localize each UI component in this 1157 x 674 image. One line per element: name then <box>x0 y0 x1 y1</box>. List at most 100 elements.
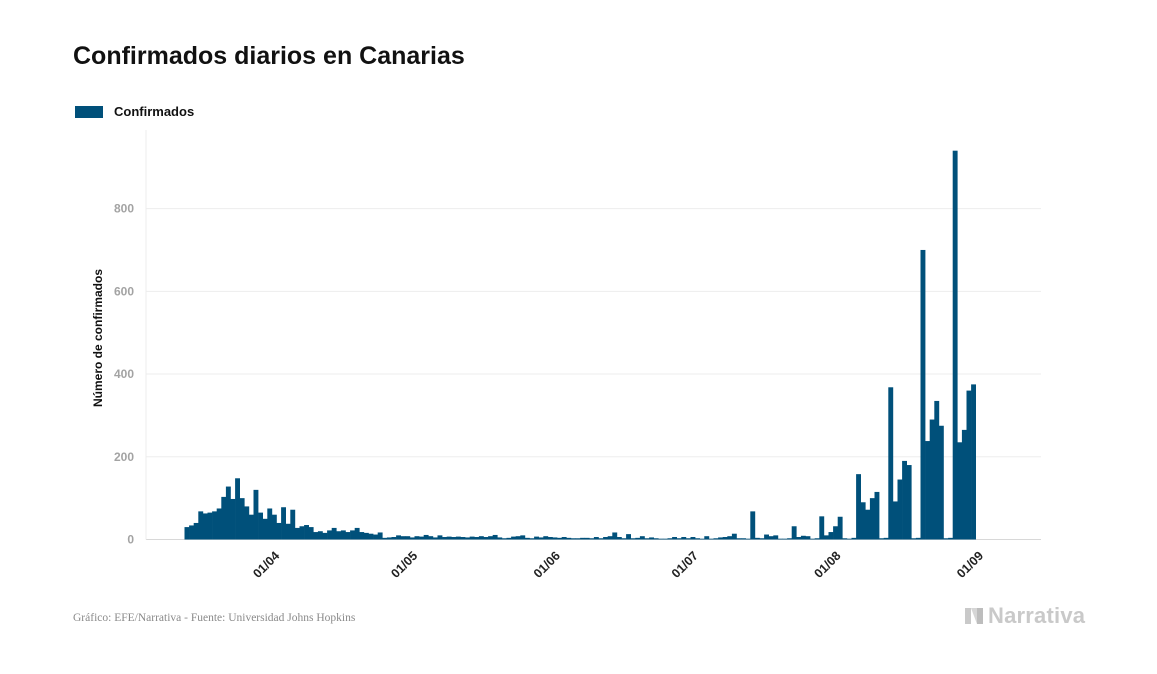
bar <box>897 479 903 540</box>
bar <box>722 537 728 540</box>
bar <box>800 535 806 540</box>
bar <box>653 538 659 540</box>
bar <box>575 538 581 540</box>
bar <box>699 538 705 540</box>
bar <box>607 536 613 540</box>
bar <box>460 537 466 540</box>
bar <box>216 508 222 540</box>
y-axis: 0 200 400 600 800 <box>114 130 147 547</box>
bar <box>455 536 461 540</box>
bar <box>888 387 894 540</box>
bar <box>828 532 834 540</box>
bar <box>961 429 967 540</box>
bar <box>865 509 871 540</box>
bar <box>846 538 852 540</box>
bar <box>938 425 944 540</box>
bar <box>428 536 434 540</box>
bar <box>488 536 493 540</box>
bar <box>856 474 861 540</box>
bar <box>593 537 599 540</box>
bar <box>193 522 199 540</box>
bar <box>810 538 815 540</box>
bar <box>386 537 392 540</box>
bar <box>354 527 360 540</box>
bar <box>437 535 443 540</box>
bar <box>492 534 498 540</box>
bar <box>313 532 319 540</box>
bar <box>612 532 618 540</box>
bar <box>948 537 953 540</box>
y-tick-label: 400 <box>114 367 134 381</box>
bar <box>373 534 378 540</box>
bar <box>925 441 930 540</box>
bar <box>336 531 342 540</box>
bar <box>405 536 411 540</box>
bar <box>515 536 521 540</box>
bar <box>971 384 976 540</box>
bar <box>212 511 217 540</box>
bar <box>626 534 631 540</box>
bar <box>837 516 843 540</box>
bar <box>635 537 641 540</box>
bar <box>419 536 424 540</box>
bar <box>267 508 273 540</box>
bar <box>511 536 516 540</box>
bar <box>796 537 802 540</box>
bar <box>396 535 401 540</box>
bar <box>662 538 668 540</box>
bar <box>842 538 848 540</box>
bar <box>497 537 503 540</box>
bar <box>639 536 645 540</box>
bar <box>442 537 447 540</box>
narrativa-logo-icon <box>965 608 983 624</box>
bar <box>667 538 673 540</box>
bar <box>676 538 682 540</box>
bar <box>400 536 406 540</box>
bar <box>690 537 696 540</box>
bar <box>557 537 562 540</box>
bar <box>262 518 268 540</box>
bar <box>299 526 305 540</box>
bar <box>391 537 397 540</box>
bar <box>317 531 323 540</box>
x-tick-label: 01/07 <box>669 549 701 581</box>
bar <box>915 537 921 540</box>
bar <box>892 501 898 540</box>
bar <box>708 538 714 540</box>
bar <box>727 536 733 540</box>
bar <box>906 465 912 540</box>
y-tick-label: 0 <box>127 533 134 547</box>
y-tick-label: 600 <box>114 284 134 298</box>
x-axis: 01/04 01/05 01/06 01/07 01/08 01/09 <box>250 549 986 581</box>
source-note: Gráfico: EFE/Narrativa - Fuente: Univers… <box>73 612 356 624</box>
bar <box>704 536 710 540</box>
bar <box>230 498 236 540</box>
bar <box>350 530 355 540</box>
bar <box>966 390 972 540</box>
x-tick-label: 01/05 <box>388 549 420 581</box>
bar <box>860 502 866 540</box>
bar <box>580 537 585 540</box>
x-tick-label: 01/04 <box>250 549 282 581</box>
bar <box>750 511 756 540</box>
bar <box>782 538 788 540</box>
bar <box>603 537 608 540</box>
brand-logo: Narrativa <box>963 603 1085 629</box>
bar <box>745 538 751 540</box>
bar <box>331 527 337 540</box>
bar <box>359 532 365 540</box>
bar <box>285 523 291 540</box>
bar <box>736 538 742 540</box>
bar <box>695 538 700 540</box>
bar <box>791 526 797 540</box>
bar <box>281 507 286 540</box>
bar <box>943 538 949 540</box>
bar <box>621 538 627 540</box>
bar <box>681 537 687 540</box>
bar <box>290 509 296 540</box>
bar <box>258 512 263 540</box>
bar <box>759 538 765 540</box>
bar <box>244 506 250 540</box>
bar <box>833 526 838 540</box>
bar <box>529 538 535 540</box>
